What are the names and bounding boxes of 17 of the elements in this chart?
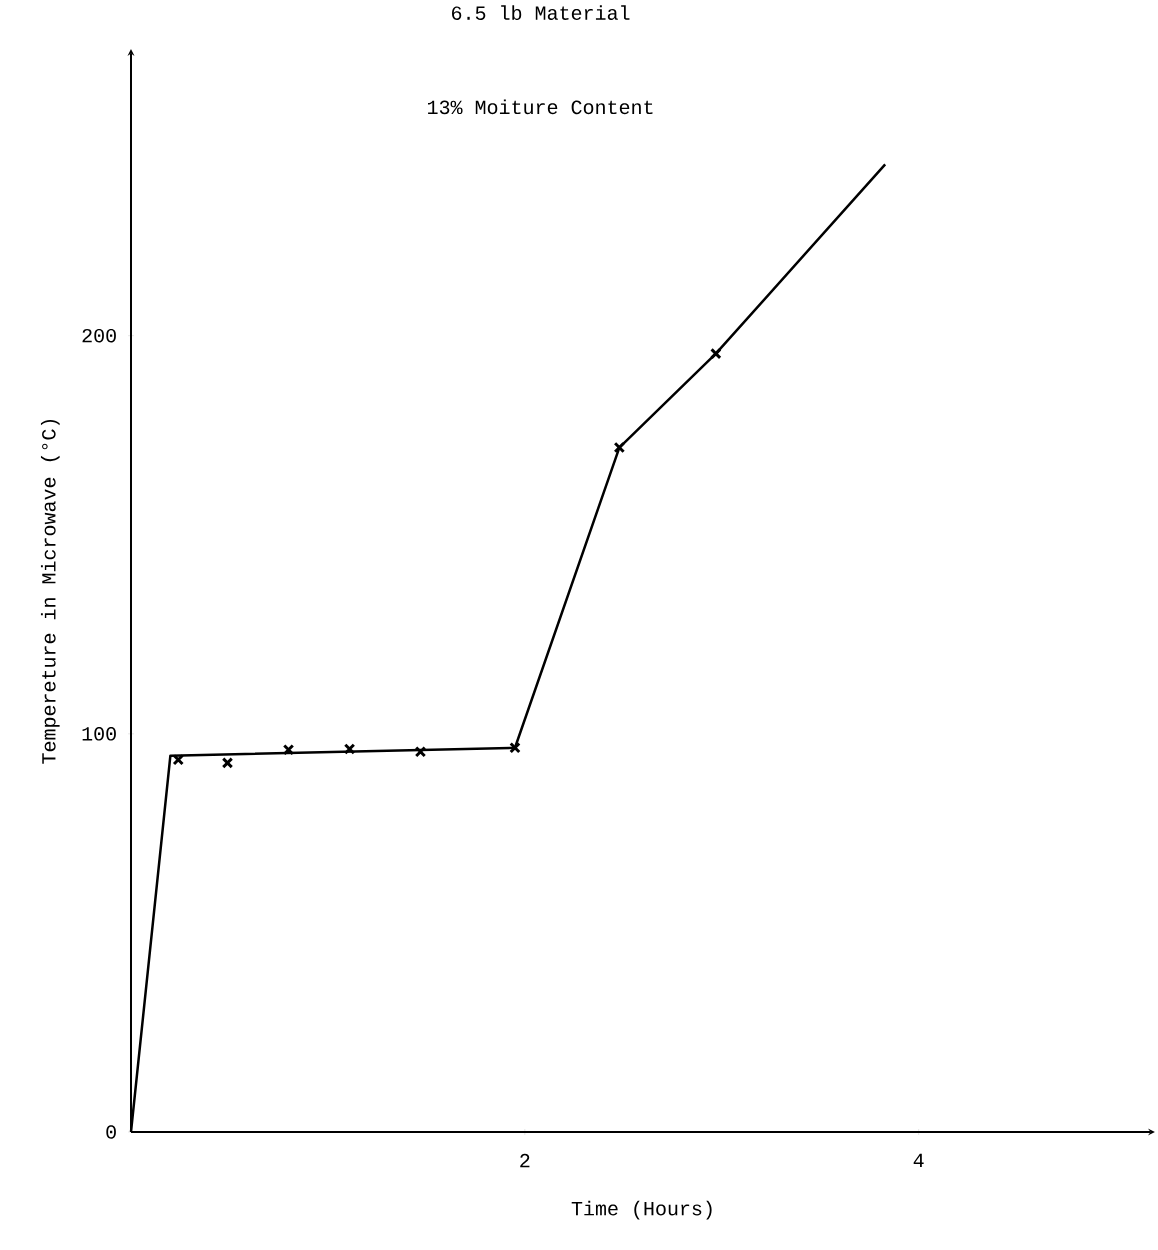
text: 13% Moiture Content — [428, 99, 653, 115]
y-tick-label: 0 — [106, 1125, 116, 1139]
chart-title: 6.5 lb Material — [452, 5, 630, 20]
point — [509, 742, 521, 754]
y-tick-label: 200 — [82, 328, 116, 343]
point — [343, 743, 356, 755]
y-axis-title: Tempereture in Microwave (°C) — [40, 419, 60, 764]
point — [221, 757, 234, 769]
point — [414, 746, 427, 758]
point — [613, 441, 626, 454]
y-tick-label: 100 — [82, 727, 116, 741]
x-axis-title: Time (Hours) — [571, 1200, 712, 1220]
point — [172, 753, 184, 766]
point — [282, 744, 295, 756]
x-tick-label: 2 — [520, 1153, 530, 1168]
x-tick-label: 4 — [913, 1153, 924, 1168]
point — [710, 347, 722, 360]
